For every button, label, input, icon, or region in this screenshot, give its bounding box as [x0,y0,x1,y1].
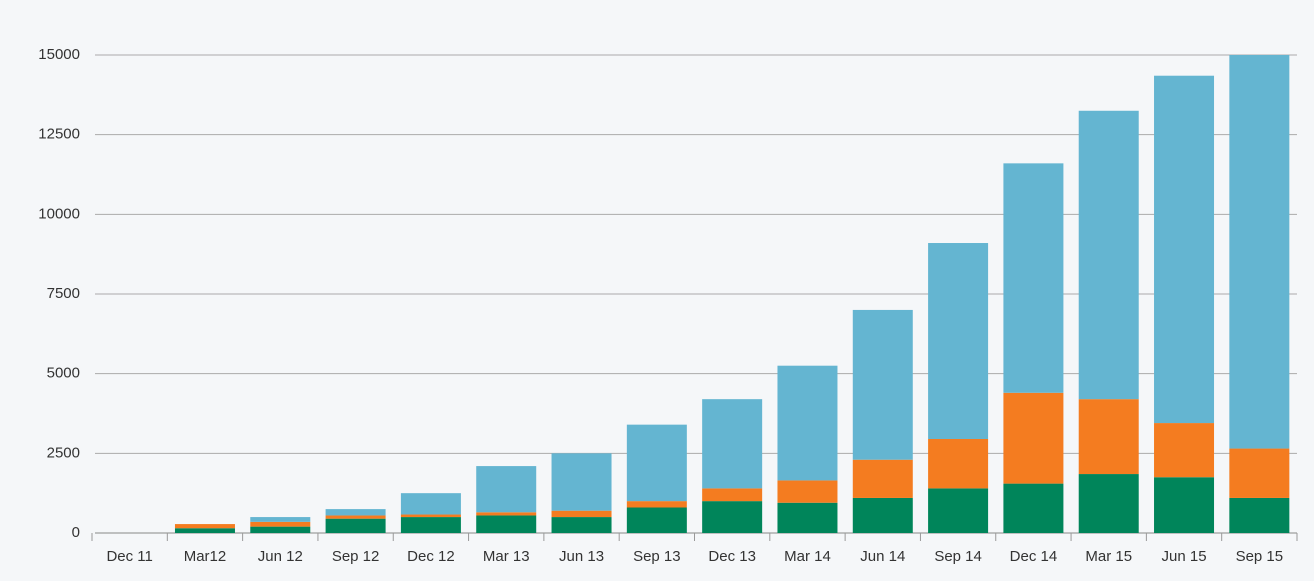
x-tick-label: Dec 11 [106,548,152,565]
y-tick-label: 0 [72,524,80,541]
bar-segment [1229,55,1290,449]
x-tick-label: Jun 15 [1162,548,1207,565]
bar-segment [928,488,989,533]
y-tick-label: 15000 [38,46,80,63]
bar-segment [777,480,838,503]
bar-segment [174,524,235,529]
bar-segment [551,517,612,533]
bar-segment [777,502,838,533]
bar-segment [1229,448,1290,498]
bar-segment [476,466,537,513]
bar-segment [400,514,461,518]
bar-segment [1229,497,1290,533]
bar-segment [928,243,989,439]
x-tick-label: Sep 12 [332,548,380,565]
y-tick-label: 5000 [47,365,80,382]
bar-segment [702,488,763,502]
x-tick-label: Jun 12 [258,548,303,565]
x-tick-label: Sep 15 [1236,548,1284,565]
y-tick-label: 7500 [47,285,80,302]
x-tick-label: Sep 13 [633,548,681,565]
y-tick-label: 12500 [38,126,80,143]
x-tick-label: Dec 13 [708,548,756,565]
bar-segment [852,459,913,498]
bar-segment [852,497,913,533]
bar-segment [174,528,235,533]
x-tick-label: Mar 14 [784,548,831,565]
bar-segment [1154,477,1215,533]
x-tick-label: Mar 15 [1085,548,1132,565]
bar-segment [551,453,612,511]
bar-segment [400,517,461,533]
bar-segment [1154,75,1215,424]
bar-segment [1003,392,1064,484]
x-tick-label: Jun 14 [860,548,905,565]
x-tick-label: Mar12 [184,548,227,565]
bar-segment [250,521,311,527]
bar-segment [702,399,763,489]
bar-segment [1003,163,1064,393]
x-tick-label: Dec 14 [1010,548,1058,565]
x-tick-label: Dec 12 [407,548,455,565]
x-tick-label: Sep 14 [934,548,982,565]
bar-segment [476,512,537,516]
bar-segment [1078,474,1139,533]
bar-segment [1154,423,1215,478]
bar-segment [250,526,311,533]
bar-segment [626,424,687,502]
bar-segment [250,517,311,522]
bar-segment [702,501,763,533]
bar-segment [400,493,461,515]
y-tick-label: 2500 [47,444,80,461]
bar-segment [551,510,612,518]
x-tick-label: Jun 13 [559,548,604,565]
bar-segment [626,501,687,508]
bar-segment [476,515,537,533]
bar-segment [325,509,386,516]
bar-segment [626,507,687,533]
y-tick-label: 10000 [38,205,80,222]
bar-segment [1078,110,1139,400]
bar-segment [928,438,989,489]
bar-segment [852,309,913,460]
bar-segment [1078,399,1139,475]
bar-segment [1003,483,1064,533]
bar-segment [325,515,386,519]
bar-segment [777,365,838,481]
bar-segment [325,518,386,533]
x-tick-label: Mar 13 [483,548,530,565]
